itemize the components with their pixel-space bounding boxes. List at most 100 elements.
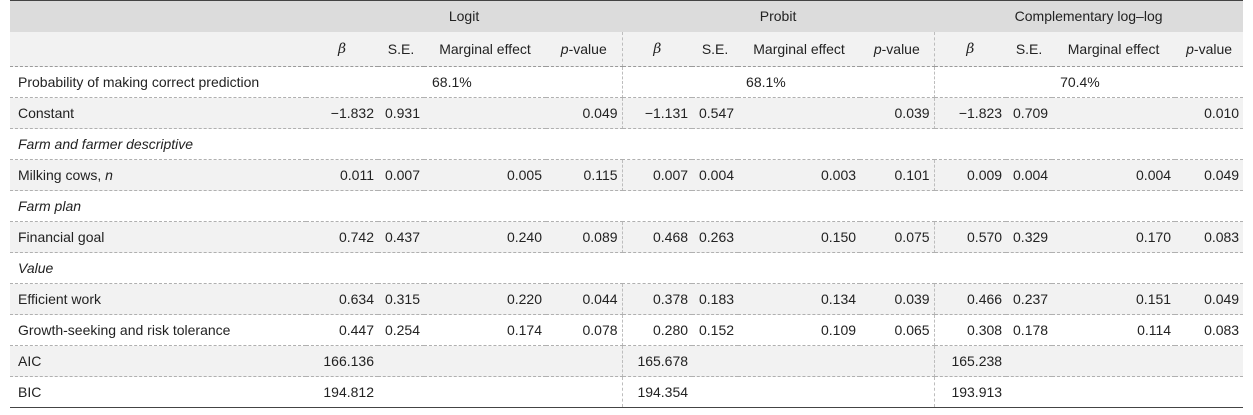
- cell: 0.151: [1052, 283, 1176, 315]
- row-label: Financial goal: [10, 221, 306, 253]
- col-se-logit: S.E.: [378, 32, 424, 67]
- cell-prob-probit: 68.1%: [738, 66, 861, 98]
- cell: 0.570: [934, 221, 1007, 253]
- cell: 0.004: [1006, 159, 1053, 191]
- row-section-value: Value: [10, 252, 1244, 284]
- cell: 0.004: [1052, 159, 1176, 191]
- row-financial-goal: Financial goal 0.742 0.437 0.240 0.089 0…: [10, 221, 1244, 253]
- col-p-cloglog: p-value: [1175, 32, 1244, 67]
- cell-aic-logit: 166.136: [306, 345, 378, 377]
- cell-bic-cloglog: 193.913: [934, 376, 1007, 408]
- model-group-header-row: Logit Probit Complementary log–log: [10, 0, 1244, 32]
- row-label: BIC: [10, 376, 306, 408]
- cell: −1.832: [306, 97, 378, 129]
- header-blank: [10, 32, 306, 67]
- cell: [1052, 97, 1176, 129]
- cell: 0.280: [622, 314, 693, 346]
- group-probit: Probit: [622, 0, 935, 32]
- col-me-probit: Marginal effect: [738, 32, 861, 67]
- cell: 0.010: [1175, 97, 1244, 129]
- cell: [738, 97, 861, 129]
- cell: 0.178: [1006, 314, 1053, 346]
- row-correct-prediction: Probability of making correct prediction…: [10, 66, 1244, 98]
- row-milking-cows: Milking cows, n 0.011 0.007 0.005 0.115 …: [10, 159, 1244, 191]
- col-me-cloglog: Marginal effect: [1052, 32, 1176, 67]
- cell: 0.468: [622, 221, 693, 253]
- cell: 0.003: [738, 159, 861, 191]
- section-heading: Farm plan: [10, 190, 1244, 222]
- cell: 0.170: [1052, 221, 1176, 253]
- cell: 0.183: [692, 283, 739, 315]
- cell: 0.039: [860, 283, 935, 315]
- cell: 0.078: [546, 314, 623, 346]
- cell: 0.315: [378, 283, 424, 315]
- cell: 0.007: [622, 159, 693, 191]
- regression-results-table: Logit Probit Complementary log–log β S.E…: [10, 0, 1244, 408]
- row-label: Efficient work: [10, 283, 306, 315]
- cell: 0.089: [546, 221, 623, 253]
- cell-bic-logit: 194.812: [306, 376, 378, 408]
- cell: 0.237: [1006, 283, 1053, 315]
- cell: 0.083: [1175, 314, 1244, 346]
- cell: 0.931: [378, 97, 424, 129]
- cell: 0.437: [378, 221, 424, 253]
- cell: 0.308: [934, 314, 1007, 346]
- row-label: Milking cows, n: [10, 159, 306, 191]
- row-label: Probability of making correct prediction: [10, 66, 306, 98]
- cell: 0.049: [546, 97, 623, 129]
- cell: 0.466: [934, 283, 1007, 315]
- cell: −1.131: [622, 97, 693, 129]
- cell: 0.065: [860, 314, 935, 346]
- cell: 0.547: [692, 97, 739, 129]
- cell: 0.378: [622, 283, 693, 315]
- cell: 0.049: [1175, 283, 1244, 315]
- cell-bic-probit: 194.354: [622, 376, 693, 408]
- row-label: Constant: [10, 97, 306, 129]
- cell: 0.152: [692, 314, 739, 346]
- cell: 0.049: [1175, 159, 1244, 191]
- group-logit: Logit: [306, 0, 623, 32]
- col-p-logit: p-value: [546, 32, 623, 67]
- section-heading: Farm and farmer descriptive: [10, 128, 1244, 160]
- cell: 0.150: [738, 221, 861, 253]
- cell: 0.039: [860, 97, 935, 129]
- cell: 0.263: [692, 221, 739, 253]
- cell: 0.447: [306, 314, 378, 346]
- cell-aic-cloglog: 165.238: [934, 345, 1007, 377]
- cell: 0.634: [306, 283, 378, 315]
- cell: 0.007: [378, 159, 424, 191]
- cell: 0.109: [738, 314, 861, 346]
- col-beta-cloglog: β: [934, 32, 1007, 67]
- cell: 0.004: [692, 159, 739, 191]
- cell: −1.823: [934, 97, 1007, 129]
- col-beta-logit: β: [306, 32, 378, 67]
- group-cloglog: Complementary log–log: [934, 0, 1244, 32]
- cell: 0.101: [860, 159, 935, 191]
- cell: 0.114: [1052, 314, 1176, 346]
- header-corner: [10, 0, 306, 32]
- row-constant: Constant −1.832 0.931 0.049 −1.131 0.547…: [10, 97, 1244, 129]
- cell: 0.005: [424, 159, 546, 191]
- cell-aic-probit: 165.678: [622, 345, 693, 377]
- column-header-row: β S.E. Marginal effect p-value β S.E. Ma…: [10, 32, 1244, 67]
- cell: 0.115: [546, 159, 623, 191]
- cell: 0.174: [424, 314, 546, 346]
- col-se-probit: S.E.: [692, 32, 739, 67]
- row-section-farm: Farm and farmer descriptive: [10, 128, 1244, 160]
- row-efficient-work: Efficient work 0.634 0.315 0.220 0.044 0…: [10, 283, 1244, 315]
- cell: 0.329: [1006, 221, 1053, 253]
- cell: 0.254: [378, 314, 424, 346]
- cell-prob-cloglog: 70.4%: [1052, 66, 1176, 98]
- row-label: AIC: [10, 345, 306, 377]
- row-label: Growth-seeking and risk tolerance: [10, 314, 306, 346]
- cell: 0.075: [860, 221, 935, 253]
- section-heading: Value: [10, 252, 1244, 284]
- cell-prob-logit: 68.1%: [424, 66, 546, 98]
- cell: 0.009: [934, 159, 1007, 191]
- row-bic: BIC 194.812 194.354 193.913: [10, 376, 1244, 408]
- cell: 0.220: [424, 283, 546, 315]
- row-section-plan: Farm plan: [10, 190, 1244, 222]
- cell: 0.742: [306, 221, 378, 253]
- cell: 0.083: [1175, 221, 1244, 253]
- cell: 0.011: [306, 159, 378, 191]
